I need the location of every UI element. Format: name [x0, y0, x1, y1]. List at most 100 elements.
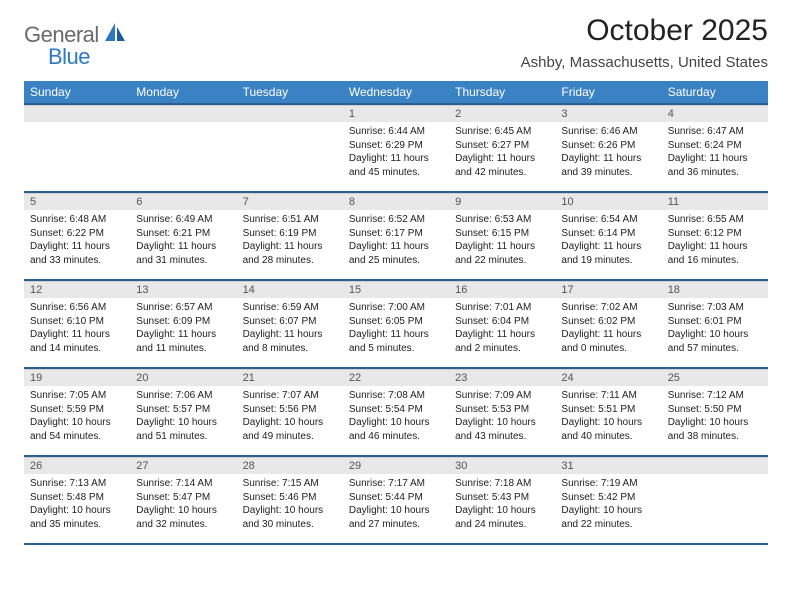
- day-header: Monday: [130, 81, 236, 104]
- day-header: Tuesday: [237, 81, 343, 104]
- day-number: 21: [237, 369, 343, 386]
- day-number: 7: [237, 193, 343, 210]
- calendar-cell: 29Sunrise: 7:17 AMSunset: 5:44 PMDayligh…: [343, 456, 449, 544]
- calendar-cell: 6Sunrise: 6:49 AMSunset: 6:21 PMDaylight…: [130, 192, 236, 280]
- calendar-cell: 9Sunrise: 6:53 AMSunset: 6:15 PMDaylight…: [449, 192, 555, 280]
- calendar-cell: 4Sunrise: 6:47 AMSunset: 6:24 PMDaylight…: [662, 104, 768, 192]
- day-number: 28: [237, 457, 343, 474]
- calendar-cell: 11Sunrise: 6:55 AMSunset: 6:12 PMDayligh…: [662, 192, 768, 280]
- day-details: Sunrise: 7:18 AMSunset: 5:43 PMDaylight:…: [449, 474, 555, 535]
- calendar-cell: 23Sunrise: 7:09 AMSunset: 5:53 PMDayligh…: [449, 368, 555, 456]
- day-details: Sunrise: 6:47 AMSunset: 6:24 PMDaylight:…: [662, 122, 768, 183]
- calendar-week: 12Sunrise: 6:56 AMSunset: 6:10 PMDayligh…: [24, 280, 768, 368]
- logo-text-blue: Blue: [48, 44, 90, 70]
- title-block: October 2025 Ashby, Massachusetts, Unite…: [521, 14, 768, 71]
- day-number: 3: [555, 105, 661, 122]
- calendar-cell: 13Sunrise: 6:57 AMSunset: 6:09 PMDayligh…: [130, 280, 236, 368]
- day-number: 10: [555, 193, 661, 210]
- day-number: 12: [24, 281, 130, 298]
- day-number: 24: [555, 369, 661, 386]
- calendar-cell: [237, 104, 343, 192]
- day-details: Sunrise: 7:07 AMSunset: 5:56 PMDaylight:…: [237, 386, 343, 447]
- day-details: [662, 474, 768, 532]
- calendar-cell: 19Sunrise: 7:05 AMSunset: 5:59 PMDayligh…: [24, 368, 130, 456]
- calendar-cell: 3Sunrise: 6:46 AMSunset: 6:26 PMDaylight…: [555, 104, 661, 192]
- calendar-cell: 22Sunrise: 7:08 AMSunset: 5:54 PMDayligh…: [343, 368, 449, 456]
- calendar-cell: 15Sunrise: 7:00 AMSunset: 6:05 PMDayligh…: [343, 280, 449, 368]
- day-details: Sunrise: 6:51 AMSunset: 6:19 PMDaylight:…: [237, 210, 343, 271]
- day-number: 4: [662, 105, 768, 122]
- calendar-cell: 28Sunrise: 7:15 AMSunset: 5:46 PMDayligh…: [237, 456, 343, 544]
- day-details: Sunrise: 6:46 AMSunset: 6:26 PMDaylight:…: [555, 122, 661, 183]
- day-number: 30: [449, 457, 555, 474]
- day-details: Sunrise: 7:14 AMSunset: 5:47 PMDaylight:…: [130, 474, 236, 535]
- day-number: [24, 105, 130, 122]
- day-details: Sunrise: 7:13 AMSunset: 5:48 PMDaylight:…: [24, 474, 130, 535]
- day-details: Sunrise: 6:49 AMSunset: 6:21 PMDaylight:…: [130, 210, 236, 271]
- location-label: Ashby, Massachusetts, United States: [521, 54, 768, 71]
- day-details: Sunrise: 7:11 AMSunset: 5:51 PMDaylight:…: [555, 386, 661, 447]
- calendar-cell: 17Sunrise: 7:02 AMSunset: 6:02 PMDayligh…: [555, 280, 661, 368]
- day-number: 29: [343, 457, 449, 474]
- calendar-cell: 1Sunrise: 6:44 AMSunset: 6:29 PMDaylight…: [343, 104, 449, 192]
- day-details: Sunrise: 7:06 AMSunset: 5:57 PMDaylight:…: [130, 386, 236, 447]
- day-header: Saturday: [662, 81, 768, 104]
- calendar-table: SundayMondayTuesdayWednesdayThursdayFrid…: [24, 81, 768, 545]
- calendar-cell: 16Sunrise: 7:01 AMSunset: 6:04 PMDayligh…: [449, 280, 555, 368]
- day-number: [130, 105, 236, 122]
- day-number: 9: [449, 193, 555, 210]
- calendar-cell: 25Sunrise: 7:12 AMSunset: 5:50 PMDayligh…: [662, 368, 768, 456]
- day-details: Sunrise: 7:17 AMSunset: 5:44 PMDaylight:…: [343, 474, 449, 535]
- day-details: Sunrise: 7:09 AMSunset: 5:53 PMDaylight:…: [449, 386, 555, 447]
- calendar-cell: 31Sunrise: 7:19 AMSunset: 5:42 PMDayligh…: [555, 456, 661, 544]
- day-number: 11: [662, 193, 768, 210]
- day-header: Thursday: [449, 81, 555, 104]
- day-details: Sunrise: 6:48 AMSunset: 6:22 PMDaylight:…: [24, 210, 130, 271]
- day-header: Sunday: [24, 81, 130, 104]
- day-number: 8: [343, 193, 449, 210]
- day-details: Sunrise: 6:44 AMSunset: 6:29 PMDaylight:…: [343, 122, 449, 183]
- day-number: 31: [555, 457, 661, 474]
- day-number: 23: [449, 369, 555, 386]
- day-number: 5: [24, 193, 130, 210]
- calendar-cell: [662, 456, 768, 544]
- calendar-cell: [24, 104, 130, 192]
- calendar-cell: 8Sunrise: 6:52 AMSunset: 6:17 PMDaylight…: [343, 192, 449, 280]
- day-details: [237, 122, 343, 180]
- month-title: October 2025: [521, 14, 768, 48]
- day-number: 15: [343, 281, 449, 298]
- calendar-cell: 2Sunrise: 6:45 AMSunset: 6:27 PMDaylight…: [449, 104, 555, 192]
- day-number: 22: [343, 369, 449, 386]
- day-details: Sunrise: 7:00 AMSunset: 6:05 PMDaylight:…: [343, 298, 449, 359]
- calendar-cell: 26Sunrise: 7:13 AMSunset: 5:48 PMDayligh…: [24, 456, 130, 544]
- day-details: [24, 122, 130, 180]
- calendar-cell: 27Sunrise: 7:14 AMSunset: 5:47 PMDayligh…: [130, 456, 236, 544]
- day-number: [662, 457, 768, 474]
- calendar-cell: [130, 104, 236, 192]
- day-details: Sunrise: 6:55 AMSunset: 6:12 PMDaylight:…: [662, 210, 768, 271]
- logo-sail-icon: [105, 23, 127, 48]
- calendar-cell: 7Sunrise: 6:51 AMSunset: 6:19 PMDaylight…: [237, 192, 343, 280]
- header: General Blue October 2025 Ashby, Massach…: [24, 14, 768, 71]
- day-details: Sunrise: 7:15 AMSunset: 5:46 PMDaylight:…: [237, 474, 343, 535]
- day-details: Sunrise: 7:01 AMSunset: 6:04 PMDaylight:…: [449, 298, 555, 359]
- day-number: 2: [449, 105, 555, 122]
- day-header-row: SundayMondayTuesdayWednesdayThursdayFrid…: [24, 81, 768, 104]
- day-details: Sunrise: 6:57 AMSunset: 6:09 PMDaylight:…: [130, 298, 236, 359]
- day-number: 16: [449, 281, 555, 298]
- day-number: [237, 105, 343, 122]
- day-header: Friday: [555, 81, 661, 104]
- day-details: Sunrise: 6:52 AMSunset: 6:17 PMDaylight:…: [343, 210, 449, 271]
- day-number: 14: [237, 281, 343, 298]
- calendar-cell: 10Sunrise: 6:54 AMSunset: 6:14 PMDayligh…: [555, 192, 661, 280]
- calendar-cell: 20Sunrise: 7:06 AMSunset: 5:57 PMDayligh…: [130, 368, 236, 456]
- calendar-week: 5Sunrise: 6:48 AMSunset: 6:22 PMDaylight…: [24, 192, 768, 280]
- logo: General Blue: [24, 14, 127, 48]
- calendar-cell: 30Sunrise: 7:18 AMSunset: 5:43 PMDayligh…: [449, 456, 555, 544]
- calendar-week: 1Sunrise: 6:44 AMSunset: 6:29 PMDaylight…: [24, 104, 768, 192]
- day-number: 26: [24, 457, 130, 474]
- day-details: Sunrise: 7:19 AMSunset: 5:42 PMDaylight:…: [555, 474, 661, 535]
- day-details: Sunrise: 7:05 AMSunset: 5:59 PMDaylight:…: [24, 386, 130, 447]
- day-number: 25: [662, 369, 768, 386]
- day-details: Sunrise: 6:45 AMSunset: 6:27 PMDaylight:…: [449, 122, 555, 183]
